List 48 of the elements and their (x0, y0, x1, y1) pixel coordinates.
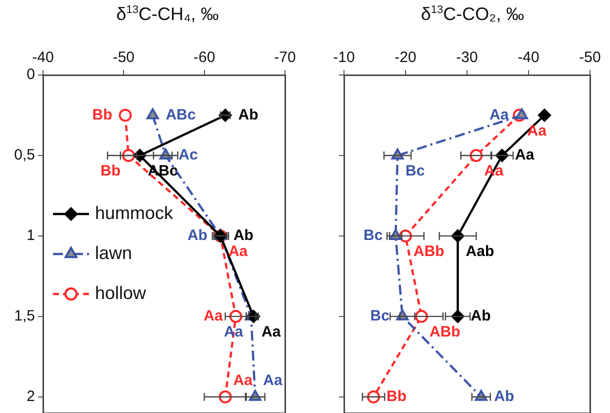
data-label: ABb (414, 243, 444, 260)
x-tick-label: -50 (112, 49, 135, 66)
x-tick-label: -50 (579, 49, 601, 66)
data-label: Aa (262, 324, 282, 341)
x-tick-label: -60 (193, 49, 216, 66)
x-tick-label: -40 (32, 49, 54, 66)
data-label: Bb (386, 388, 407, 406)
data-label: Aa (515, 146, 535, 164)
data-label: Ac (178, 146, 198, 164)
legend-label: hummock (95, 202, 174, 223)
x-tick-label: -10 (333, 49, 355, 66)
data-label: Ab (494, 388, 514, 406)
point (516, 108, 528, 120)
legend-label: hollow (95, 282, 148, 303)
y-tick-label: 1 (26, 227, 35, 244)
data-label: Aa (527, 122, 548, 140)
data-label: Aa (490, 106, 510, 124)
data-label: Aab (466, 243, 494, 260)
y-tick-label: 0 (26, 66, 35, 84)
y-tick-label: 2 (26, 388, 35, 406)
chart-title: δ$^{13}$C-CO₂, ‰ (420, 4, 526, 25)
data-label: Bc (406, 162, 425, 180)
y-tick-label: 0,5 (14, 146, 35, 164)
data-label: Ab (470, 308, 491, 325)
data-label: ABb (429, 324, 460, 341)
point (538, 108, 551, 122)
point (118, 108, 132, 122)
data-label: Aa (224, 324, 244, 341)
chart-title: δ$^{13}$C-CH₄, ‰ (115, 4, 220, 25)
x-tick-label: -70 (274, 49, 296, 66)
y-tick-label: 1,5 (14, 308, 35, 325)
x-tick-label: -40 (518, 49, 540, 66)
data-label: Aa (233, 372, 254, 390)
point (146, 108, 159, 120)
data-label: Ab (238, 106, 258, 124)
data-label: Aa (263, 372, 283, 390)
data-label: Aa (204, 308, 224, 325)
data-label: Bb (92, 106, 112, 124)
x-tick-label: -20 (394, 49, 416, 66)
data-label: Bb (100, 162, 121, 180)
data-label: Bc (363, 227, 383, 244)
x-tick-label: -30 (456, 49, 478, 66)
data-label: Bc (370, 308, 390, 325)
data-label: Ab (233, 227, 254, 244)
legend-label: lawn (95, 242, 132, 263)
data-label: ABc (166, 106, 196, 124)
data-label: Aa (228, 243, 248, 260)
data-label: Ab (187, 227, 208, 244)
